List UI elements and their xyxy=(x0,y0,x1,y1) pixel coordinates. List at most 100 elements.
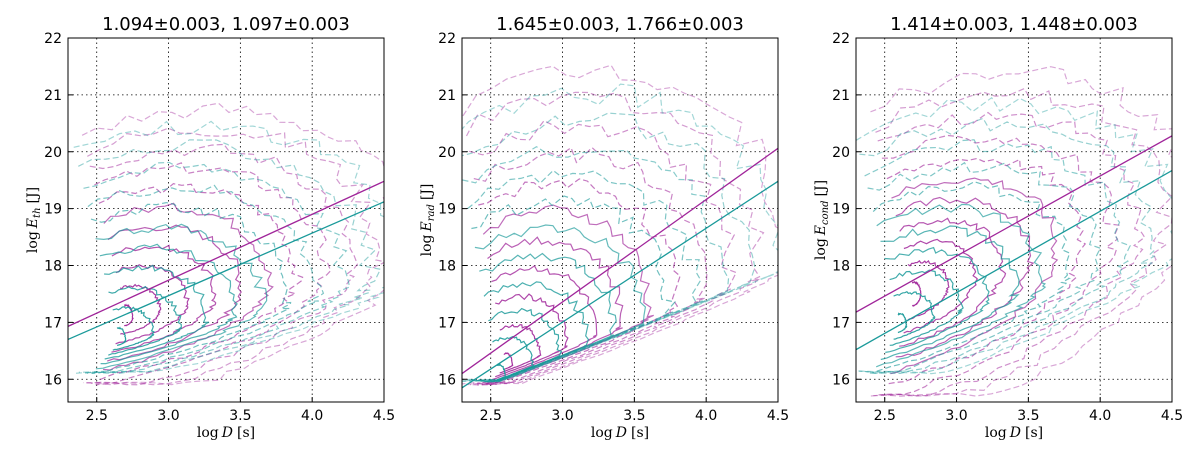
panel-2-contour-teal-7 xyxy=(466,169,703,383)
panel-1-contour-magenta-0 xyxy=(124,303,134,327)
panel-1-xtick-label-4: 4.5 xyxy=(373,408,395,424)
panel-3-contour-teal-2 xyxy=(889,269,964,346)
panel-3-xticks: 2.5 3.0 3.5 4.0 4.5 xyxy=(874,397,1183,424)
panel-3-contour-teal-4 xyxy=(880,225,1020,361)
panel-2-ytick-label-0: 16 xyxy=(438,372,456,388)
panel-3-ytick-label-5: 21 xyxy=(832,88,850,104)
panel-2-fits xyxy=(462,147,778,389)
panel-1-fit-line-magenta xyxy=(68,180,384,327)
panel-1: 1.094±0.003, 1.097±0.003 2.5 3.0 3.5 4.0 4.5… xyxy=(25,14,395,441)
panel-1-ytick-label-6: 22 xyxy=(44,31,62,47)
panel-1-contour-magenta-4 xyxy=(106,224,242,362)
panel-1-contour-teal-2 xyxy=(108,285,182,356)
panel-1-ytick-label-4: 20 xyxy=(44,145,62,161)
panel-3-contours xyxy=(856,66,1172,397)
panel-3-contour-magenta-4 xyxy=(895,196,1035,358)
panel-3-ylabel: logEcond[J] xyxy=(813,180,831,260)
panel-3-yticks: 16 17 18 19 20 21 22 xyxy=(832,31,861,388)
panel-1-xtick-label-2: 3.5 xyxy=(229,408,251,424)
panel-2-frame xyxy=(461,37,779,403)
panel-3-fit-line-magenta xyxy=(856,135,1172,313)
panel-3-contour-magenta-10 xyxy=(870,66,1172,397)
panel-1-contour-magenta-7 xyxy=(94,162,332,386)
panel-3-xtick-label-1: 3.0 xyxy=(945,408,967,424)
panel-3-xtick-label-2: 3.5 xyxy=(1017,408,1039,424)
panel-3-contour-teal-0 xyxy=(897,312,908,334)
panel-2-xlabel: log D [s] xyxy=(591,425,649,441)
panel-3-contour-magenta-1 xyxy=(907,259,950,321)
panel-2-xtick-label-1: 3.0 xyxy=(551,408,573,424)
panel-1-contour-magenta-6 xyxy=(97,183,304,382)
panel-1-xtick-label-1: 3.0 xyxy=(157,408,179,424)
panel-1-contour-magenta-9 xyxy=(86,127,384,386)
panel-1-contour-teal-9 xyxy=(78,139,382,375)
panel-3-fits xyxy=(856,135,1172,351)
panel-1-ytick-label-0: 16 xyxy=(44,372,62,388)
panel-3-contour-teal-6 xyxy=(872,181,1072,374)
panel-2-grid xyxy=(462,37,779,402)
panel-3-ytick-label-1: 17 xyxy=(832,315,850,331)
panel-2-contour-magenta-0 xyxy=(503,352,514,370)
panel-2: 1.645±0.003, 1.766±0.003 2.5 3.0 3.5 4.0 4.5… xyxy=(419,14,789,441)
panel-3-contour-magenta-7 xyxy=(881,134,1120,396)
panel-3-ytick-label-0: 16 xyxy=(832,372,850,388)
panel-3-contour-magenta-3 xyxy=(899,217,1007,347)
panel-1-ytick-label-1: 17 xyxy=(44,315,62,331)
panel-2-contour-teal-8 xyxy=(462,145,730,383)
panel-1-ytick-label-2: 18 xyxy=(44,259,62,275)
panel-1-contour-teal-0 xyxy=(116,326,127,346)
panel-3-xlabel: log D [s] xyxy=(985,425,1043,441)
panel-2-fit-line-teal xyxy=(462,180,778,389)
panel-2-contour-magenta-8 xyxy=(469,119,738,386)
panel-3-ytick-label-6: 22 xyxy=(832,31,850,47)
panel-2-ylabel: logErad[J] xyxy=(419,184,437,257)
panel-1-contour-teal-7 xyxy=(87,184,325,374)
panel-1-contour-teal-1 xyxy=(112,306,155,351)
panel-1-xlabel: log D [s] xyxy=(197,425,255,441)
panel-1-xticks: 2.5 3.0 3.5 4.0 4.5 xyxy=(86,397,395,424)
panel-2-title: 1.645±0.003, 1.766±0.003 xyxy=(496,14,744,35)
panel-2-contour-magenta-3 xyxy=(491,265,598,381)
panel-2-contour-teal-10 xyxy=(462,83,778,383)
panel-2-xticks: 2.5 3.0 3.5 4.0 4.5 xyxy=(480,397,789,424)
panel-1-contour-teal-5 xyxy=(95,223,268,370)
panel-2-xtick-label-4: 4.5 xyxy=(767,408,789,424)
panel-1-ylabel: logEth[J] xyxy=(25,187,43,253)
panel-1-ytick-label-5: 21 xyxy=(44,88,62,104)
panel-2-xtick-label-0: 2.5 xyxy=(480,408,502,424)
panel-1-fits xyxy=(68,180,384,341)
panel-1-ytick-label-3: 19 xyxy=(44,202,62,218)
panel-3-contour-magenta-5 xyxy=(890,177,1059,375)
panel-3-xtick-label-0: 2.5 xyxy=(874,408,896,424)
panel-2-ytick-label-6: 22 xyxy=(438,31,456,47)
panel-1-contour-teal-8 xyxy=(83,161,351,374)
panel-3-contour-teal-8 xyxy=(864,139,1131,375)
panel-3-contour-magenta-8 xyxy=(877,111,1146,397)
panel-1-fit-line-teal xyxy=(68,201,384,341)
panel-2-ytick-label-2: 18 xyxy=(438,259,456,275)
panel-1-xtick-label-0: 2.5 xyxy=(86,408,108,424)
panel-2-ytick-label-1: 17 xyxy=(438,315,456,331)
panel-2-ytick-label-4: 20 xyxy=(438,145,456,161)
panel-1-contour-teal-3 xyxy=(104,264,210,360)
panel-1-contour-magenta-8 xyxy=(89,143,359,386)
panel-3: 1.414±0.003, 1.448±0.003 2.5 3.0 3.5 4.0 4.5… xyxy=(813,14,1183,441)
panel-1-contour-teal-10 xyxy=(73,120,384,374)
panel-2-ytick-label-5: 21 xyxy=(438,88,456,104)
panel-1-frame xyxy=(67,37,385,403)
panel-1-yticks: 16 17 18 19 20 21 22 xyxy=(44,31,73,388)
panel-2-contour-magenta-6 xyxy=(477,178,681,386)
panel-2-fit-line-magenta xyxy=(462,147,778,375)
panel-3-xtick-label-3: 4.0 xyxy=(1089,408,1111,424)
panel-2-contour-magenta-10 xyxy=(462,64,778,386)
panel-1-xtick-label-3: 4.0 xyxy=(301,408,323,424)
panel-3-contour-teal-9 xyxy=(859,117,1156,374)
panel-3-frame xyxy=(855,37,1173,403)
panel-3-contour-magenta-2 xyxy=(903,238,979,334)
panel-2-yticks: 16 17 18 19 20 21 22 xyxy=(438,31,467,388)
panel-3-ytick-label-4: 20 xyxy=(832,145,850,161)
panel-2-contour-magenta-1 xyxy=(499,323,542,374)
panel-3-contour-teal-1 xyxy=(893,290,936,340)
panel-1-contour-teal-6 xyxy=(90,201,292,374)
panel-3-contour-teal-5 xyxy=(875,203,1047,368)
